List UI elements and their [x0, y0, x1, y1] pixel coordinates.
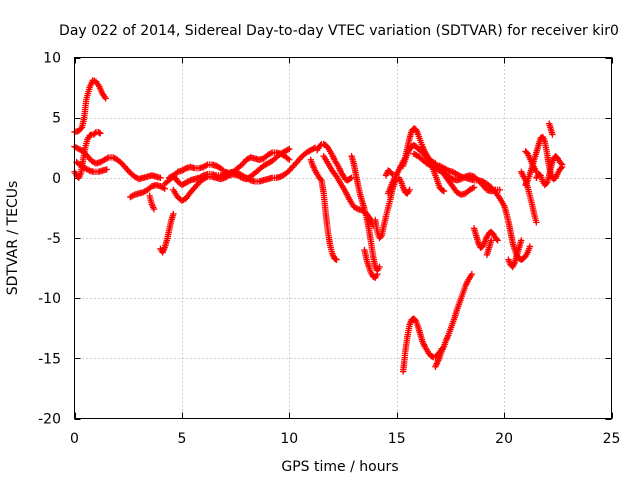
data-series — [146, 192, 158, 213]
grid-lines — [74, 57, 612, 419]
data-series — [307, 156, 340, 263]
data-point — [488, 237, 495, 244]
data-point — [558, 161, 566, 168]
data-point — [333, 256, 340, 263]
data-series — [314, 140, 355, 184]
data-point — [417, 148, 425, 155]
data-point — [374, 270, 381, 278]
data-point — [170, 210, 177, 218]
data-point — [246, 176, 253, 183]
data-point — [286, 156, 293, 163]
data-point — [411, 316, 419, 324]
data-series — [432, 270, 476, 370]
x-tick-label: 0 — [70, 431, 79, 447]
plot-frame — [74, 57, 612, 419]
data-point — [406, 186, 413, 194]
data-point — [103, 166, 110, 173]
data-point — [267, 150, 274, 157]
data-point — [353, 205, 360, 212]
y-tick-label: -5 — [47, 231, 61, 247]
data-series — [73, 158, 110, 176]
data-point — [157, 174, 164, 182]
data-point — [447, 175, 455, 182]
data-point — [84, 166, 92, 174]
data-point — [470, 184, 478, 191]
data-point — [104, 154, 111, 162]
data-point — [198, 173, 206, 180]
data-point — [102, 95, 109, 102]
x-tick-labels: 0 5 10 15 20 25 — [70, 431, 620, 447]
chart-title: Day 022 of 2014, Sidereal Day-to-day VTE… — [59, 23, 619, 39]
y-tick-labels: -20 -15 -10 -5 0 5 10 — [38, 51, 61, 428]
data-series — [161, 149, 293, 188]
y-tick-label: -20 — [38, 412, 61, 428]
y-tick-label: -15 — [38, 351, 61, 367]
data-series — [71, 77, 109, 136]
data-series — [483, 237, 495, 259]
data-point — [533, 219, 540, 226]
data-series — [165, 144, 319, 189]
data-point — [456, 172, 463, 180]
data-point — [549, 131, 556, 138]
data-point — [526, 243, 534, 250]
data-point — [469, 185, 476, 192]
data-series — [546, 120, 556, 138]
x-tick-label: 10 — [280, 431, 298, 447]
y-tick-label: -10 — [38, 291, 61, 307]
data-point — [468, 270, 476, 278]
data-points — [71, 77, 566, 375]
data-point — [284, 146, 292, 153]
data-point — [237, 162, 244, 169]
data-series — [470, 225, 501, 251]
data-series — [348, 152, 383, 274]
data-point — [493, 236, 500, 243]
data-point — [203, 162, 210, 169]
data-series — [361, 246, 381, 281]
data-point — [160, 184, 167, 192]
data-point — [533, 168, 540, 176]
data-point — [97, 130, 104, 137]
data-point — [494, 237, 501, 244]
data-point — [443, 166, 451, 174]
axis-ticks — [74, 57, 613, 420]
data-point — [496, 186, 504, 194]
y-tick-label: 0 — [52, 171, 61, 187]
x-tick-label: 25 — [603, 431, 621, 447]
data-point — [284, 155, 292, 162]
data-point — [130, 192, 137, 199]
data-point — [486, 183, 493, 190]
data-series — [399, 315, 446, 375]
data-point — [117, 158, 124, 166]
data-point — [150, 205, 158, 213]
data-point — [317, 175, 324, 183]
data-series — [436, 162, 534, 263]
x-tick-label: 15 — [388, 431, 406, 447]
x-tick-label: 5 — [177, 431, 186, 447]
data-point — [518, 237, 525, 244]
data-series — [533, 152, 566, 189]
data-point — [181, 165, 188, 173]
data-point — [376, 263, 383, 271]
y-axis-label: SDTVAR / TECUs — [5, 181, 21, 296]
data-point — [286, 145, 293, 153]
x-axis-label: GPS time / hours — [281, 459, 398, 475]
data-series — [505, 237, 525, 271]
data-point — [388, 169, 395, 177]
data-series — [157, 210, 177, 256]
data-point — [185, 177, 193, 185]
y-tick-label: 10 — [43, 51, 61, 67]
data-point — [440, 187, 448, 195]
x-tick-label: 20 — [495, 431, 513, 447]
data-point — [557, 160, 565, 167]
data-point — [284, 168, 292, 176]
data-series — [522, 148, 540, 176]
y-tick-label: 5 — [52, 111, 61, 127]
data-series — [71, 143, 164, 183]
